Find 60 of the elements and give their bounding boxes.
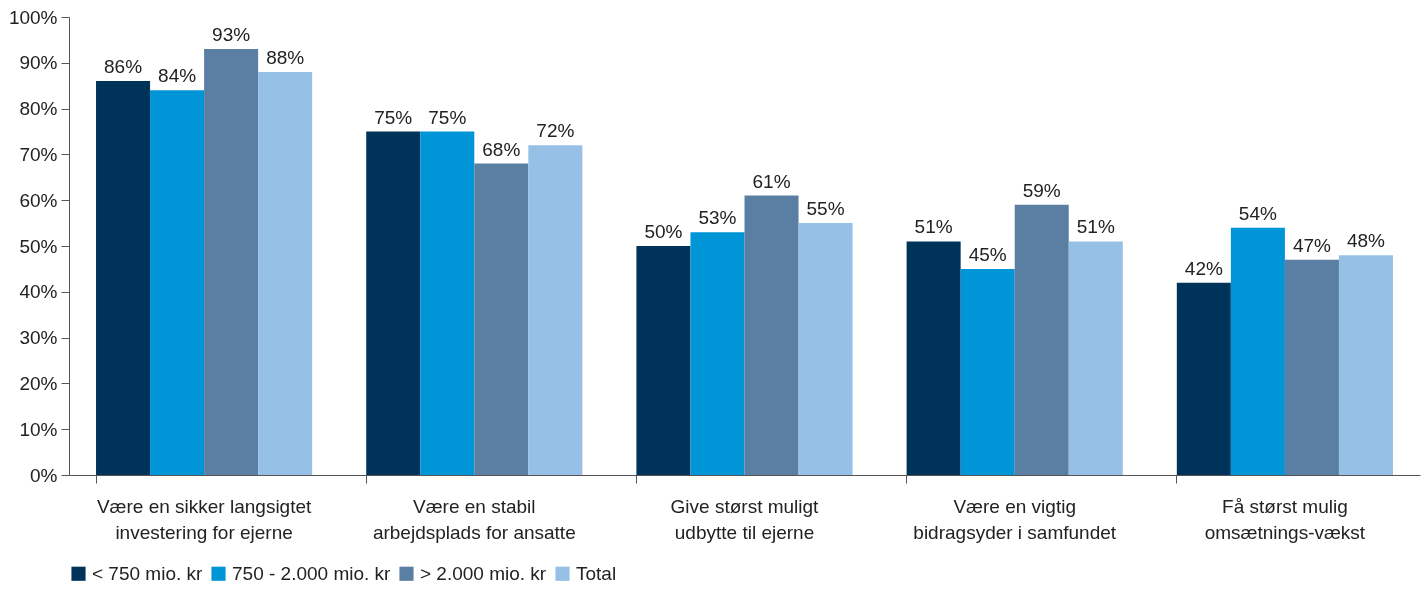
bar — [1284, 259, 1339, 475]
y-tick-label: 80% — [19, 98, 58, 120]
data-label: 50% — [644, 221, 683, 242]
legend-label: 750 - 2.000 mio. kr — [232, 562, 392, 584]
x-tick-label: Give størst muligt udbytte til ejerne — [670, 495, 820, 543]
data-label: 48% — [1346, 230, 1386, 252]
bar — [1176, 282, 1231, 475]
y-tick-label: 10% — [19, 418, 58, 440]
data-label: 86% — [104, 56, 143, 78]
data-label: 93% — [212, 24, 251, 46]
y-tick-label: 100% — [8, 6, 58, 28]
data-label: 84% — [158, 65, 197, 87]
bar — [906, 241, 961, 475]
data-label: 54% — [1238, 202, 1277, 224]
bar — [1338, 255, 1393, 475]
data-label: 55% — [806, 198, 845, 220]
legend-label: > 2.000 mio. kr — [420, 562, 547, 584]
y-tick-label: 30% — [19, 327, 58, 349]
y-tick-label: 40% — [19, 281, 58, 303]
data-label: 51% — [1076, 216, 1115, 238]
bar — [204, 49, 259, 475]
data-label: 42% — [1184, 257, 1223, 279]
bar — [1068, 241, 1123, 475]
y-tick-label: 90% — [19, 52, 58, 74]
y-tick-label: 0% — [30, 464, 58, 486]
bar — [528, 145, 583, 475]
x-tick-label: Få størst mulig omsætnings-vækst — [1204, 495, 1366, 543]
x-tick-label: Være en stabil arbejdsplads for ansatte — [372, 495, 576, 543]
data-label: 47% — [1292, 234, 1332, 256]
x-tick-label: Være en vigtig bidragsyder i samfundet — [913, 495, 1117, 543]
bar — [744, 195, 799, 475]
bar — [474, 163, 529, 475]
data-label: 68% — [482, 138, 521, 160]
bar — [420, 131, 475, 475]
bar — [258, 71, 313, 475]
bar — [798, 223, 853, 475]
data-label: 51% — [914, 216, 953, 238]
bar — [366, 131, 421, 475]
data-label: 45% — [968, 243, 1007, 265]
data-label: 72% — [536, 120, 575, 142]
bar — [690, 232, 745, 475]
data-label: 75% — [428, 106, 467, 128]
bar — [636, 246, 691, 475]
bar — [96, 81, 151, 475]
data-label: 53% — [698, 207, 737, 229]
legend-label: Total — [576, 562, 617, 584]
bar — [1230, 227, 1285, 475]
bar — [150, 90, 205, 475]
data-label: 75% — [374, 106, 413, 128]
data-label: 59% — [1022, 179, 1061, 201]
bar — [1014, 204, 1069, 475]
y-tick-label: 50% — [19, 235, 58, 257]
bar — [960, 268, 1015, 475]
y-tick-label: 70% — [19, 143, 58, 165]
data-label: 61% — [752, 170, 791, 192]
y-tick-label: 20% — [19, 372, 58, 394]
x-tick-label: Være en sikker langsigtet investering for ejerne — [96, 495, 313, 543]
y-tick-label: 60% — [19, 189, 58, 211]
legend-label: < 750 mio. kr — [92, 562, 204, 584]
data-label: 88% — [266, 46, 305, 68]
